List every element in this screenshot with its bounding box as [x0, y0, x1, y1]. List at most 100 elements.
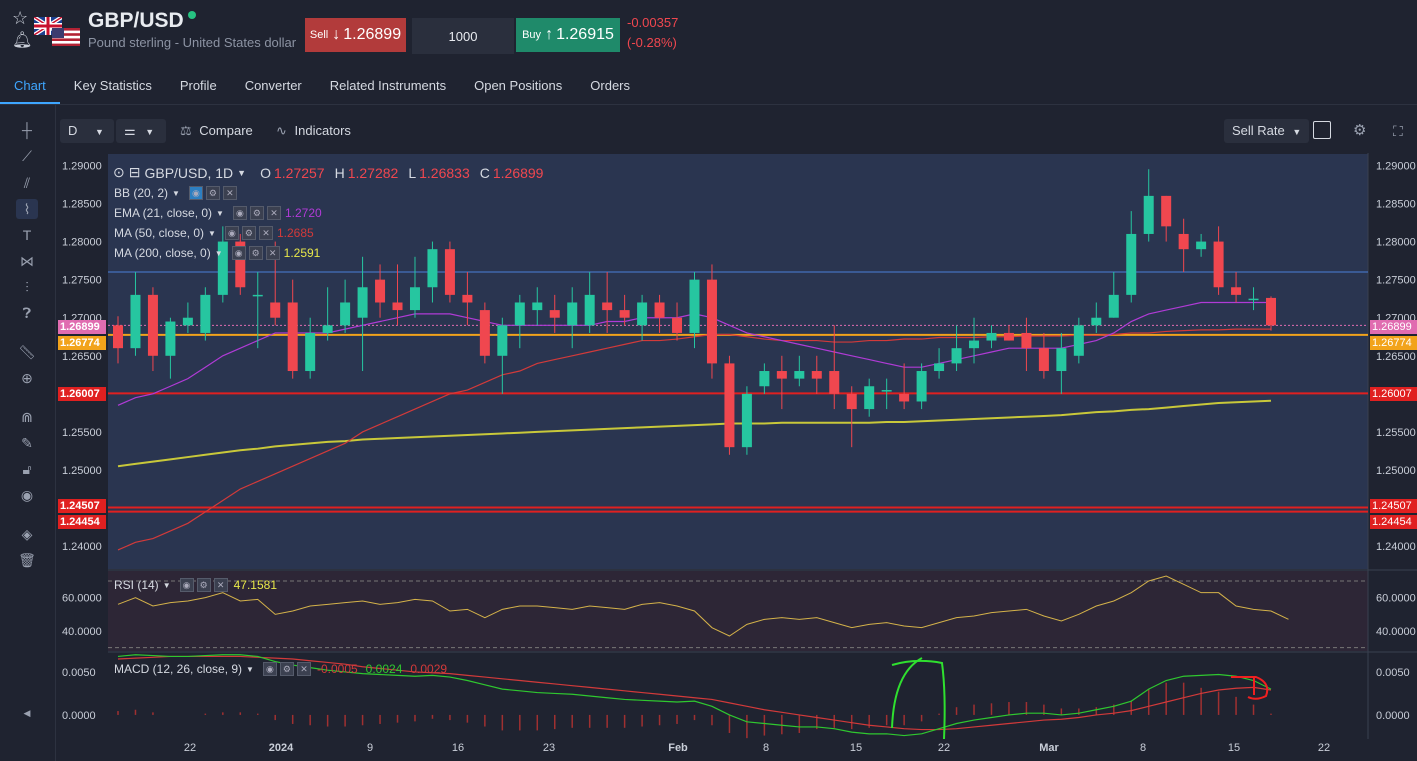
projection-tool-icon[interactable]: ⫶: [25, 279, 29, 295]
tab-key-statistics[interactable]: Key Statistics: [73, 78, 152, 93]
macd-hist-value: -0.0005: [316, 662, 358, 676]
close-icon[interactable]: ✕: [266, 206, 281, 220]
chevron-down-icon[interactable]: ▼: [214, 248, 223, 258]
eye-icon[interactable]: ◉: [231, 246, 246, 260]
left-price-tag: 1.26774: [58, 336, 106, 350]
right-price-tag: 1.26007: [1370, 387, 1417, 401]
candle-body: [287, 302, 298, 372]
fullscreen-icon[interactable]: ⛶: [1393, 123, 1403, 139]
eye-icon[interactable]: ◉: [179, 578, 194, 592]
buy-price: 1.26915: [556, 26, 614, 43]
trash-icon[interactable]: 🗑︎: [18, 552, 36, 568]
candle-body: [1248, 298, 1259, 301]
macd-axis-tick-left: 0.0000: [62, 710, 96, 722]
text-tool-icon[interactable]: T: [22, 227, 32, 243]
close-icon[interactable]: ✕: [222, 186, 237, 200]
candle-body: [1056, 348, 1067, 372]
gear-icon[interactable]: ⚙: [248, 246, 263, 260]
price-axis-tick-left: 1.29000: [62, 160, 102, 172]
gear-icon[interactable]: ⚙: [279, 662, 294, 676]
compare-button[interactable]: ⚖ Compare: [180, 119, 253, 143]
instrument-name: Pound sterling - United States dollar: [88, 35, 297, 50]
candle-body: [532, 302, 543, 311]
price-change: -0.00357: [627, 15, 679, 30]
star-icon[interactable]: ☆: [12, 8, 29, 28]
right-price-tag: 1.26899: [1370, 320, 1417, 334]
eye-icon[interactable]: ◉: [188, 186, 203, 200]
layers-icon[interactable]: ◈: [21, 526, 33, 542]
settings-gear-icon[interactable]: ⚙: [1353, 122, 1367, 139]
tab-open-positions[interactable]: Open Positions: [474, 78, 563, 93]
candle-body: [689, 279, 700, 333]
collapse-arrow-icon[interactable]: ◀: [23, 708, 31, 718]
ma200-line: [117, 399, 1272, 468]
candle-body: [934, 363, 945, 372]
chevron-down-icon[interactable]: ▼: [216, 208, 224, 218]
indicators-button[interactable]: ∿ Indicators: [276, 119, 351, 143]
price-type-select[interactable]: Sell Rate ▼: [1224, 119, 1310, 143]
candle-body: [706, 279, 717, 364]
fib-tool-icon[interactable]: ⌇: [16, 199, 38, 219]
sell-button[interactable]: Sell ↓ 1.26899: [305, 18, 406, 52]
chevron-down-icon[interactable]: ▼: [246, 664, 254, 674]
candle-body: [270, 302, 281, 318]
chart-type-select[interactable]: ⚌ ▼: [116, 119, 166, 143]
gear-icon[interactable]: ⚙: [196, 578, 211, 592]
tab-profile[interactable]: Profile: [179, 78, 217, 93]
collapse-icon[interactable]: ⊙: [113, 164, 125, 180]
gear-icon[interactable]: ⚙: [205, 186, 220, 200]
parallel-channel-icon[interactable]: ⫽: [23, 175, 31, 191]
buy-button[interactable]: Buy ↑ 1.26915: [516, 18, 620, 52]
help-icon[interactable]: ❓︎: [22, 305, 32, 321]
quantity-input[interactable]: [412, 18, 514, 54]
eye-icon[interactable]: ◉: [224, 226, 239, 240]
candle-body: [794, 371, 805, 379]
magnet-icon[interactable]: ⋒: [21, 409, 33, 425]
tab-related-instruments[interactable]: Related Instruments: [329, 78, 447, 93]
crosshair-icon[interactable]: ┼: [22, 122, 32, 138]
chevron-down-icon[interactable]: ▼: [208, 228, 216, 238]
visibility-icon[interactable]: ◉: [20, 487, 34, 503]
price-chart[interactable]: 1.29000 1.29000 1.28500 1.28500 1.28000 1.280…: [56, 153, 1417, 761]
time-axis-tick: 2024: [269, 742, 294, 754]
gear-icon[interactable]: ⚙: [241, 226, 256, 240]
draw-mode-icon[interactable]: ✎: [21, 435, 33, 451]
close-icon[interactable]: ✕: [296, 662, 311, 676]
screenshot-icon[interactable]: [1313, 121, 1331, 139]
eye-icon[interactable]: ◉: [262, 662, 277, 676]
price-axis-tick: 1.28000: [1376, 237, 1416, 249]
close-icon[interactable]: ✕: [258, 226, 273, 240]
price-axis-tick: 1.25500: [1376, 427, 1416, 439]
price-axis-tick-left: 1.28000: [62, 237, 102, 249]
tab-converter[interactable]: Converter: [244, 78, 302, 93]
bell-icon[interactable]: 🔔︎: [12, 32, 33, 49]
tab-chart[interactable]: Chart: [0, 68, 60, 104]
hide-icon[interactable]: ⊟: [128, 164, 141, 180]
ruler-icon[interactable]: 📏︎: [18, 344, 36, 360]
chevron-down-icon[interactable]: ▼: [172, 188, 180, 198]
sell-price: 1.26899: [343, 26, 402, 43]
price-axis-tick: 1.25000: [1376, 465, 1416, 477]
time-axis-tick: Feb: [668, 742, 688, 754]
left-price-tag: 1.24454: [58, 515, 106, 529]
price-axis-tick: 1.24000: [1376, 541, 1416, 553]
chevron-down-icon[interactable]: ▼: [162, 580, 171, 590]
time-axis-tick: 22: [1318, 742, 1330, 754]
chevron-down-icon[interactable]: ▼: [237, 167, 247, 178]
up-arrow-icon: ↑: [545, 26, 554, 43]
trend-line-icon[interactable]: ⟋: [22, 148, 32, 164]
macd-signal-value: 0.0029: [410, 662, 448, 676]
tab-orders[interactable]: Orders: [590, 78, 631, 93]
eye-icon[interactable]: ◉: [232, 206, 247, 220]
interval-select[interactable]: D ▼: [60, 119, 114, 143]
zoom-icon[interactable]: ⊕: [21, 370, 33, 386]
us-flag-icon: [52, 28, 80, 46]
gear-icon[interactable]: ⚙: [249, 206, 264, 220]
close-icon[interactable]: ✕: [265, 246, 280, 260]
series-title: GBP/USD, 1D: [144, 164, 234, 181]
lock-icon[interactable]: 🔓︎: [22, 461, 32, 477]
indicators-icon: ∿: [276, 123, 287, 138]
close-label: C: [479, 164, 490, 181]
pattern-tool-icon[interactable]: ⋈: [20, 253, 34, 269]
close-icon[interactable]: ✕: [213, 578, 228, 592]
